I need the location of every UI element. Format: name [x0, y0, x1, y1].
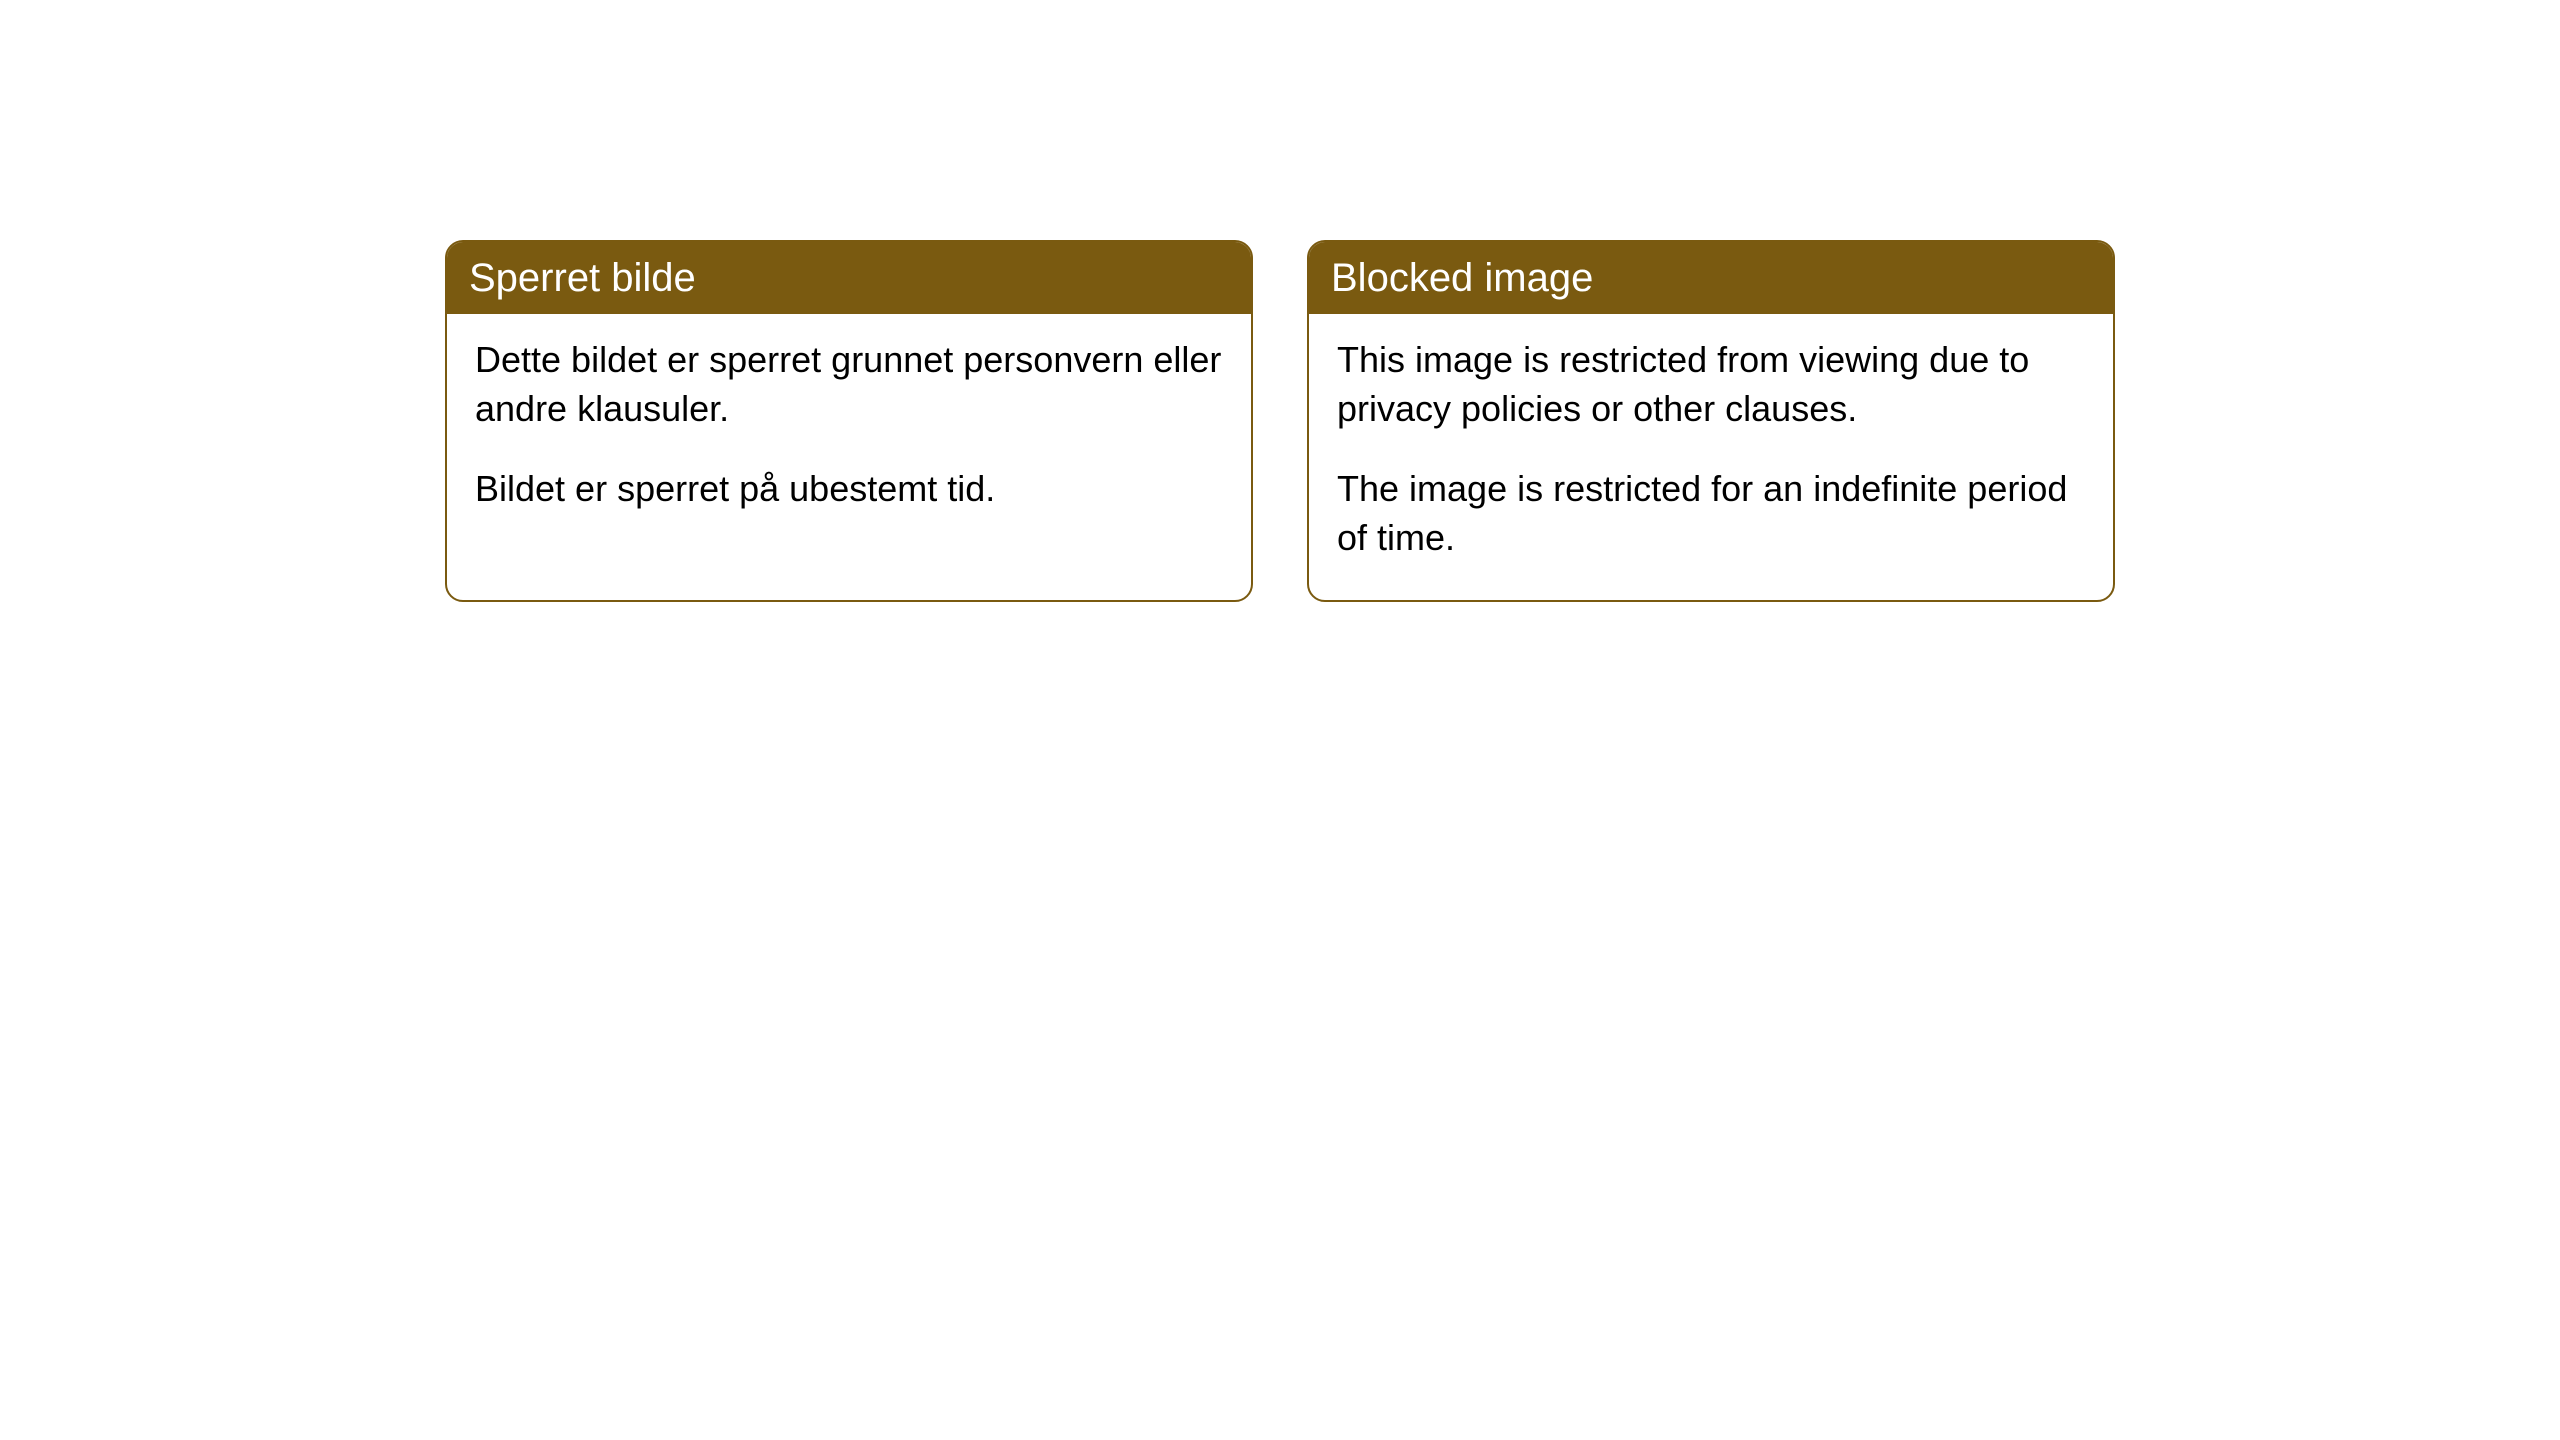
- card-header: Sperret bilde: [447, 242, 1251, 314]
- notice-container: Sperret bilde Dette bildet er sperret gr…: [445, 240, 2115, 602]
- card-paragraph: The image is restricted for an indefinit…: [1337, 465, 2085, 562]
- card-header: Blocked image: [1309, 242, 2113, 314]
- card-body: Dette bildet er sperret grunnet personve…: [447, 314, 1251, 552]
- card-title: Sperret bilde: [469, 256, 696, 300]
- card-paragraph: Dette bildet er sperret grunnet personve…: [475, 336, 1223, 433]
- notice-card-norwegian: Sperret bilde Dette bildet er sperret gr…: [445, 240, 1253, 602]
- card-body: This image is restricted from viewing du…: [1309, 314, 2113, 600]
- card-paragraph: This image is restricted from viewing du…: [1337, 336, 2085, 433]
- card-paragraph: Bildet er sperret på ubestemt tid.: [475, 465, 1223, 514]
- card-title: Blocked image: [1331, 256, 1593, 300]
- notice-card-english: Blocked image This image is restricted f…: [1307, 240, 2115, 602]
